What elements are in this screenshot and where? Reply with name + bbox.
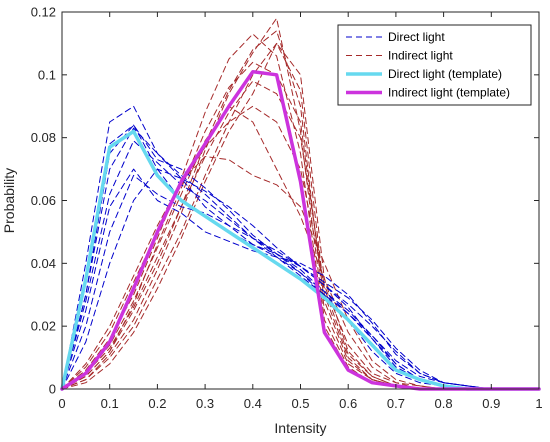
legend: Direct light Indirect light Direct light (… (337, 24, 532, 106)
x-tick-label: 0.1 (101, 396, 119, 411)
direct-series-line-5 (61, 174, 540, 390)
y-tick-label: 0.1 (38, 67, 56, 82)
y-tick-label: 0.04 (31, 256, 56, 271)
x-tick-label: 0.3 (196, 396, 214, 411)
y-tick-label: 0.02 (31, 319, 56, 334)
indirect-series-line-12 (61, 105, 540, 390)
x-tick-label: 0.9 (482, 396, 500, 411)
x-tick-label: 0.8 (435, 396, 453, 411)
direct-series-line-8 (61, 168, 540, 390)
x-tick-label: 0 (58, 396, 65, 411)
direct-series-line-7 (61, 168, 540, 390)
legend-label-direct: Direct light (388, 30, 445, 44)
indirect-series-line-16 (61, 80, 540, 390)
tick-layer: 0 0.1 0.2 0.3 0.4 0.5 0.6 0.7 0.8 0.9 1 0 0.02 0.04 0.… (31, 5, 543, 412)
legend-label-indirect: Indirect light (388, 49, 453, 63)
x-tick-label: 0.7 (387, 396, 405, 411)
y-axis-label: Probability (1, 168, 17, 233)
x-tick-label: 0.2 (148, 396, 166, 411)
y-tick-label: 0.12 (31, 5, 56, 20)
legend-label-indirect-template: Indirect light (template) (388, 86, 510, 100)
x-tick-label: 0.6 (339, 396, 357, 411)
indirect-series-line-9 (61, 30, 540, 390)
x-tick-label: 0.5 (291, 396, 309, 411)
x-tick-label: 0.4 (244, 396, 262, 411)
x-axis-label: Intensity (274, 420, 326, 436)
x-tick-label: 1 (535, 396, 542, 411)
y-tick-label: 0 (49, 382, 56, 397)
y-tick-label: 0.08 (31, 130, 56, 145)
y-tick-label: 0.06 (31, 193, 56, 208)
legend-label-direct-template: Direct light (template) (388, 67, 502, 81)
